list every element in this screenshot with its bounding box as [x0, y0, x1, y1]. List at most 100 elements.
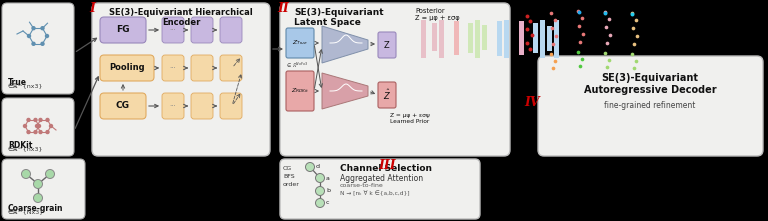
FancyBboxPatch shape: [2, 98, 74, 156]
Point: [626, 12, 638, 16]
Circle shape: [34, 179, 42, 189]
Bar: [533, 23, 538, 53]
Text: SE(3)-Equivariant
Latent Space: SE(3)-Equivariant Latent Space: [294, 8, 384, 27]
Point: [572, 9, 584, 13]
Circle shape: [24, 124, 27, 128]
Circle shape: [32, 27, 35, 30]
Text: CG: CG: [116, 101, 130, 110]
Circle shape: [41, 27, 44, 30]
Point: [599, 51, 611, 55]
Circle shape: [32, 42, 35, 45]
Point: [573, 10, 585, 14]
Point: [628, 66, 641, 70]
Point: [603, 58, 615, 62]
FancyBboxPatch shape: [378, 82, 396, 108]
Text: ···: ···: [170, 103, 177, 109]
Text: N → [nₖ ∀ k ∈{a,b,c,d}]: N → [nₖ ∀ k ∈{a,b,c,d}]: [340, 191, 409, 196]
Circle shape: [34, 118, 37, 121]
Text: Pooling: Pooling: [109, 63, 145, 72]
Text: SE(3)-Equivariant Hierarchical
Encoder: SE(3)-Equivariant Hierarchical Encoder: [109, 8, 253, 27]
FancyBboxPatch shape: [220, 93, 242, 119]
Circle shape: [45, 170, 55, 179]
Bar: [439, 20, 444, 58]
Point: [600, 25, 612, 29]
Bar: [468, 23, 473, 53]
Text: III: III: [378, 159, 396, 172]
Point: [630, 59, 642, 63]
Text: IV: IV: [524, 96, 540, 109]
Point: [549, 59, 561, 63]
Text: True: True: [8, 78, 27, 87]
Text: $Z_{RDKit}$: $Z_{RDKit}$: [290, 87, 310, 95]
Text: b: b: [326, 189, 330, 194]
Text: $\in\mathbb{R}^{NxFx3}$: $\in\mathbb{R}^{NxFx3}$: [286, 61, 308, 70]
Text: d: d: [316, 164, 320, 170]
Text: coarse-to-fine: coarse-to-fine: [340, 183, 384, 188]
Text: ···: ···: [170, 27, 177, 33]
Point: [630, 18, 642, 22]
Text: order: order: [283, 182, 300, 187]
Text: a: a: [326, 175, 330, 181]
Text: Coarse-grain: Coarse-grain: [8, 204, 64, 213]
Circle shape: [316, 187, 325, 196]
Point: [547, 42, 559, 46]
Circle shape: [306, 162, 315, 171]
FancyBboxPatch shape: [378, 32, 396, 58]
Polygon shape: [322, 73, 368, 109]
Bar: [421, 20, 426, 58]
Point: [601, 65, 613, 69]
Circle shape: [34, 194, 42, 202]
Point: [574, 40, 586, 44]
Bar: [540, 20, 545, 58]
Text: Aggregated Attention: Aggregated Attention: [340, 174, 423, 183]
FancyBboxPatch shape: [2, 3, 74, 94]
Polygon shape: [322, 26, 368, 63]
Circle shape: [46, 131, 49, 133]
Point: [546, 26, 558, 30]
Circle shape: [45, 34, 48, 38]
Text: I: I: [89, 2, 95, 15]
Circle shape: [46, 118, 49, 121]
Circle shape: [316, 173, 325, 183]
Point: [550, 34, 562, 38]
Text: SE(3)-Equivariant
Autoregressive Decoder: SE(3)-Equivariant Autoregressive Decoder: [584, 73, 717, 95]
Text: Channel Selection: Channel Selection: [340, 164, 432, 173]
Text: ···: ···: [153, 65, 159, 70]
Text: ···: ···: [153, 27, 159, 32]
Point: [626, 52, 638, 56]
Text: ···: ···: [170, 65, 177, 71]
FancyBboxPatch shape: [2, 159, 85, 219]
FancyBboxPatch shape: [100, 17, 146, 43]
FancyBboxPatch shape: [162, 17, 184, 43]
FancyBboxPatch shape: [100, 93, 146, 119]
Bar: [547, 26, 552, 51]
Text: ∈ℝ^{nx3}: ∈ℝ^{nx3}: [8, 84, 44, 89]
Point: [577, 32, 589, 36]
Point: [545, 52, 557, 56]
Point: [573, 24, 585, 28]
Point: [524, 19, 536, 23]
Bar: [454, 21, 459, 55]
Point: [628, 42, 641, 46]
Text: FG: FG: [116, 25, 130, 34]
Point: [576, 57, 588, 61]
Circle shape: [34, 131, 37, 133]
Bar: [504, 20, 509, 58]
Point: [599, 11, 611, 15]
Point: [627, 26, 639, 30]
Point: [549, 18, 561, 22]
FancyBboxPatch shape: [191, 93, 213, 119]
Point: [603, 17, 615, 21]
Text: Ẑ = μψ + εσψ
Learned Prior: Ẑ = μψ + εσψ Learned Prior: [390, 113, 430, 124]
Point: [547, 66, 559, 70]
Bar: [475, 20, 480, 58]
FancyBboxPatch shape: [220, 55, 242, 81]
Circle shape: [39, 118, 42, 121]
FancyBboxPatch shape: [92, 3, 270, 156]
FancyBboxPatch shape: [280, 159, 480, 219]
Circle shape: [27, 131, 30, 133]
Point: [572, 50, 584, 54]
Point: [599, 10, 611, 14]
Circle shape: [39, 131, 42, 133]
Text: ···: ···: [153, 103, 159, 109]
